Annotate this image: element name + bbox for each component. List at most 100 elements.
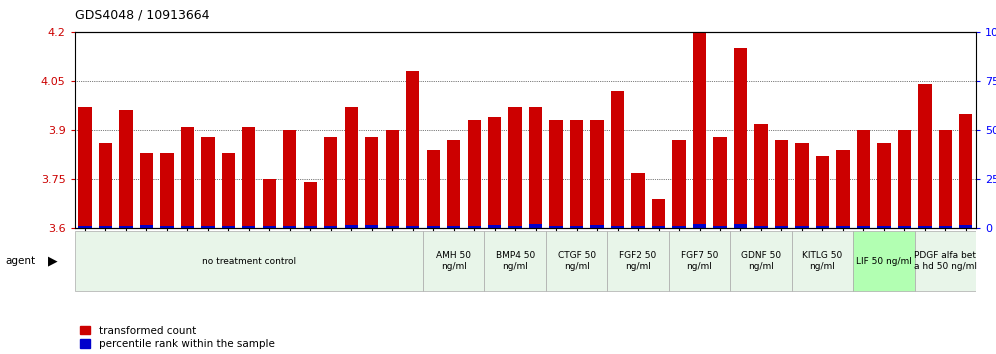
Bar [304,182,317,228]
Bar [509,107,522,228]
Bar [546,232,608,291]
Bar [120,225,132,228]
Bar [631,173,644,228]
Bar [550,120,563,228]
Bar [488,225,501,228]
Bar [120,110,132,228]
Bar [730,232,792,291]
Bar [591,120,604,228]
Bar [426,225,440,228]
Bar [283,130,297,228]
Bar [283,225,297,228]
Bar [550,225,563,228]
Bar [447,140,460,228]
Bar [672,140,685,228]
Bar [816,225,829,228]
Bar [837,225,850,228]
Text: FGF7 50
ng/ml: FGF7 50 ng/ml [681,251,718,271]
Bar [857,225,871,228]
Bar [938,130,952,228]
Bar [263,179,276,228]
Bar [160,225,173,228]
Bar [345,107,358,228]
Bar [467,225,481,228]
Bar [897,130,911,228]
Bar [570,120,584,228]
Bar [79,225,92,228]
Text: agent: agent [5,256,35,266]
Bar [222,225,235,228]
Bar [385,130,398,228]
Bar [180,127,194,228]
Bar [816,156,829,228]
Bar [467,120,481,228]
Bar [385,225,398,228]
Bar [201,137,214,228]
Bar [795,225,809,228]
Bar [324,225,338,228]
Bar [652,225,665,228]
Bar [324,137,338,228]
Bar [795,143,809,228]
Bar [775,140,788,228]
Bar [754,124,768,228]
Bar [570,225,584,228]
Bar [652,199,665,228]
Bar [509,225,522,228]
Bar [611,91,624,228]
Bar [304,225,317,228]
Text: GDNF 50
ng/ml: GDNF 50 ng/ml [741,251,781,271]
Bar [423,232,484,291]
Bar [938,225,952,228]
Text: FGF2 50
ng/ml: FGF2 50 ng/ml [620,251,656,271]
Bar [529,224,542,228]
Bar [693,224,706,228]
Text: AMH 50
ng/ml: AMH 50 ng/ml [436,251,471,271]
Bar [611,225,624,228]
Bar [959,225,972,228]
Text: LIF 50 ng/ml: LIF 50 ng/ml [856,257,911,266]
Bar [668,232,730,291]
Bar [242,127,256,228]
Bar [75,232,423,291]
Bar [139,225,153,228]
Bar [180,225,194,228]
Bar [877,143,890,228]
Bar [775,225,788,228]
Bar [877,225,890,228]
Bar [837,150,850,228]
Bar [345,225,358,228]
Text: BMP4 50
ng/ml: BMP4 50 ng/ml [496,251,535,271]
Bar [792,232,854,291]
Bar [854,232,914,291]
Bar [734,224,747,228]
Text: KITLG 50
ng/ml: KITLG 50 ng/ml [803,251,843,271]
Bar [672,225,685,228]
Bar [918,225,931,228]
Bar [529,107,542,228]
Bar [754,225,768,228]
Bar [447,225,460,228]
Bar [139,153,153,228]
Bar [160,153,173,228]
Bar [99,143,113,228]
Bar [897,225,911,228]
Text: GDS4048 / 10913664: GDS4048 / 10913664 [75,9,209,22]
Bar [426,150,440,228]
Bar [713,137,727,228]
Bar [99,225,113,228]
Legend: transformed count, percentile rank within the sample: transformed count, percentile rank withi… [80,326,275,349]
Bar [693,32,706,228]
Text: no treatment control: no treatment control [202,257,296,266]
Text: ▶: ▶ [48,255,58,268]
Bar [484,232,546,291]
Bar [914,232,976,291]
Bar [488,117,501,228]
Bar [406,71,419,228]
Bar [631,225,644,228]
Bar [222,153,235,228]
Bar [608,232,668,291]
Bar [591,225,604,228]
Bar [263,225,276,228]
Bar [857,130,871,228]
